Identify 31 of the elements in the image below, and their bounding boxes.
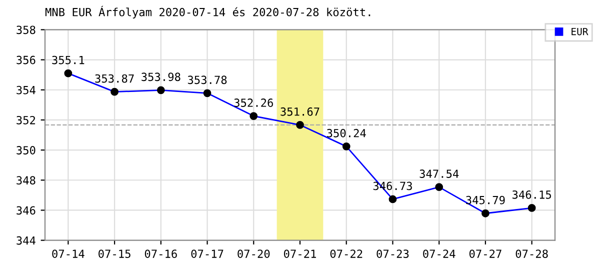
data-label: 346.15 xyxy=(512,190,551,199)
data-label: 347.54 xyxy=(420,170,459,178)
x-tick-label: 07-23 xyxy=(376,250,409,258)
x-tick-label: 07-15 xyxy=(98,250,130,258)
data-label: 353.87 xyxy=(95,74,134,83)
x-tick-label: 07-14 xyxy=(52,250,84,258)
data-label: 350.24 xyxy=(327,128,366,138)
x-tick-label: 07-20 xyxy=(238,250,270,258)
x-tick-label: 07-16 xyxy=(144,250,177,258)
data-label: 355.1 xyxy=(52,56,84,64)
y-tick-label: 350 xyxy=(16,146,36,154)
x-tick-label: 07-17 xyxy=(191,250,224,258)
chart-title: MNB EUR Árfolyam 2020-07-14 és 2020-07-28 között. xyxy=(45,6,370,18)
data-label: 353.78 xyxy=(188,76,227,84)
y-tick-label: 344 xyxy=(16,236,36,245)
data-label: 353.98 xyxy=(142,72,180,82)
x-tick-label: 07-27 xyxy=(469,250,502,258)
data-label: 351.67 xyxy=(280,107,320,116)
data-label: 352.26 xyxy=(234,98,273,107)
legend-label: EUR xyxy=(572,28,588,36)
y-tick-label: 354 xyxy=(16,86,36,94)
y-tick-label: 358 xyxy=(16,26,36,34)
y-tick-label: 352 xyxy=(16,116,36,124)
x-tick-label: 07-28 xyxy=(516,250,548,258)
y-tick-label: 356 xyxy=(16,56,36,64)
y-tick-label: 346 xyxy=(16,206,36,215)
x-tick-label: 07-24 xyxy=(423,250,456,258)
x-tick-label: 07-21 xyxy=(284,250,316,258)
data-label: 345.79 xyxy=(466,196,505,204)
y-tick-label: 348 xyxy=(16,176,36,185)
x-tick-label: 07-22 xyxy=(330,250,362,258)
